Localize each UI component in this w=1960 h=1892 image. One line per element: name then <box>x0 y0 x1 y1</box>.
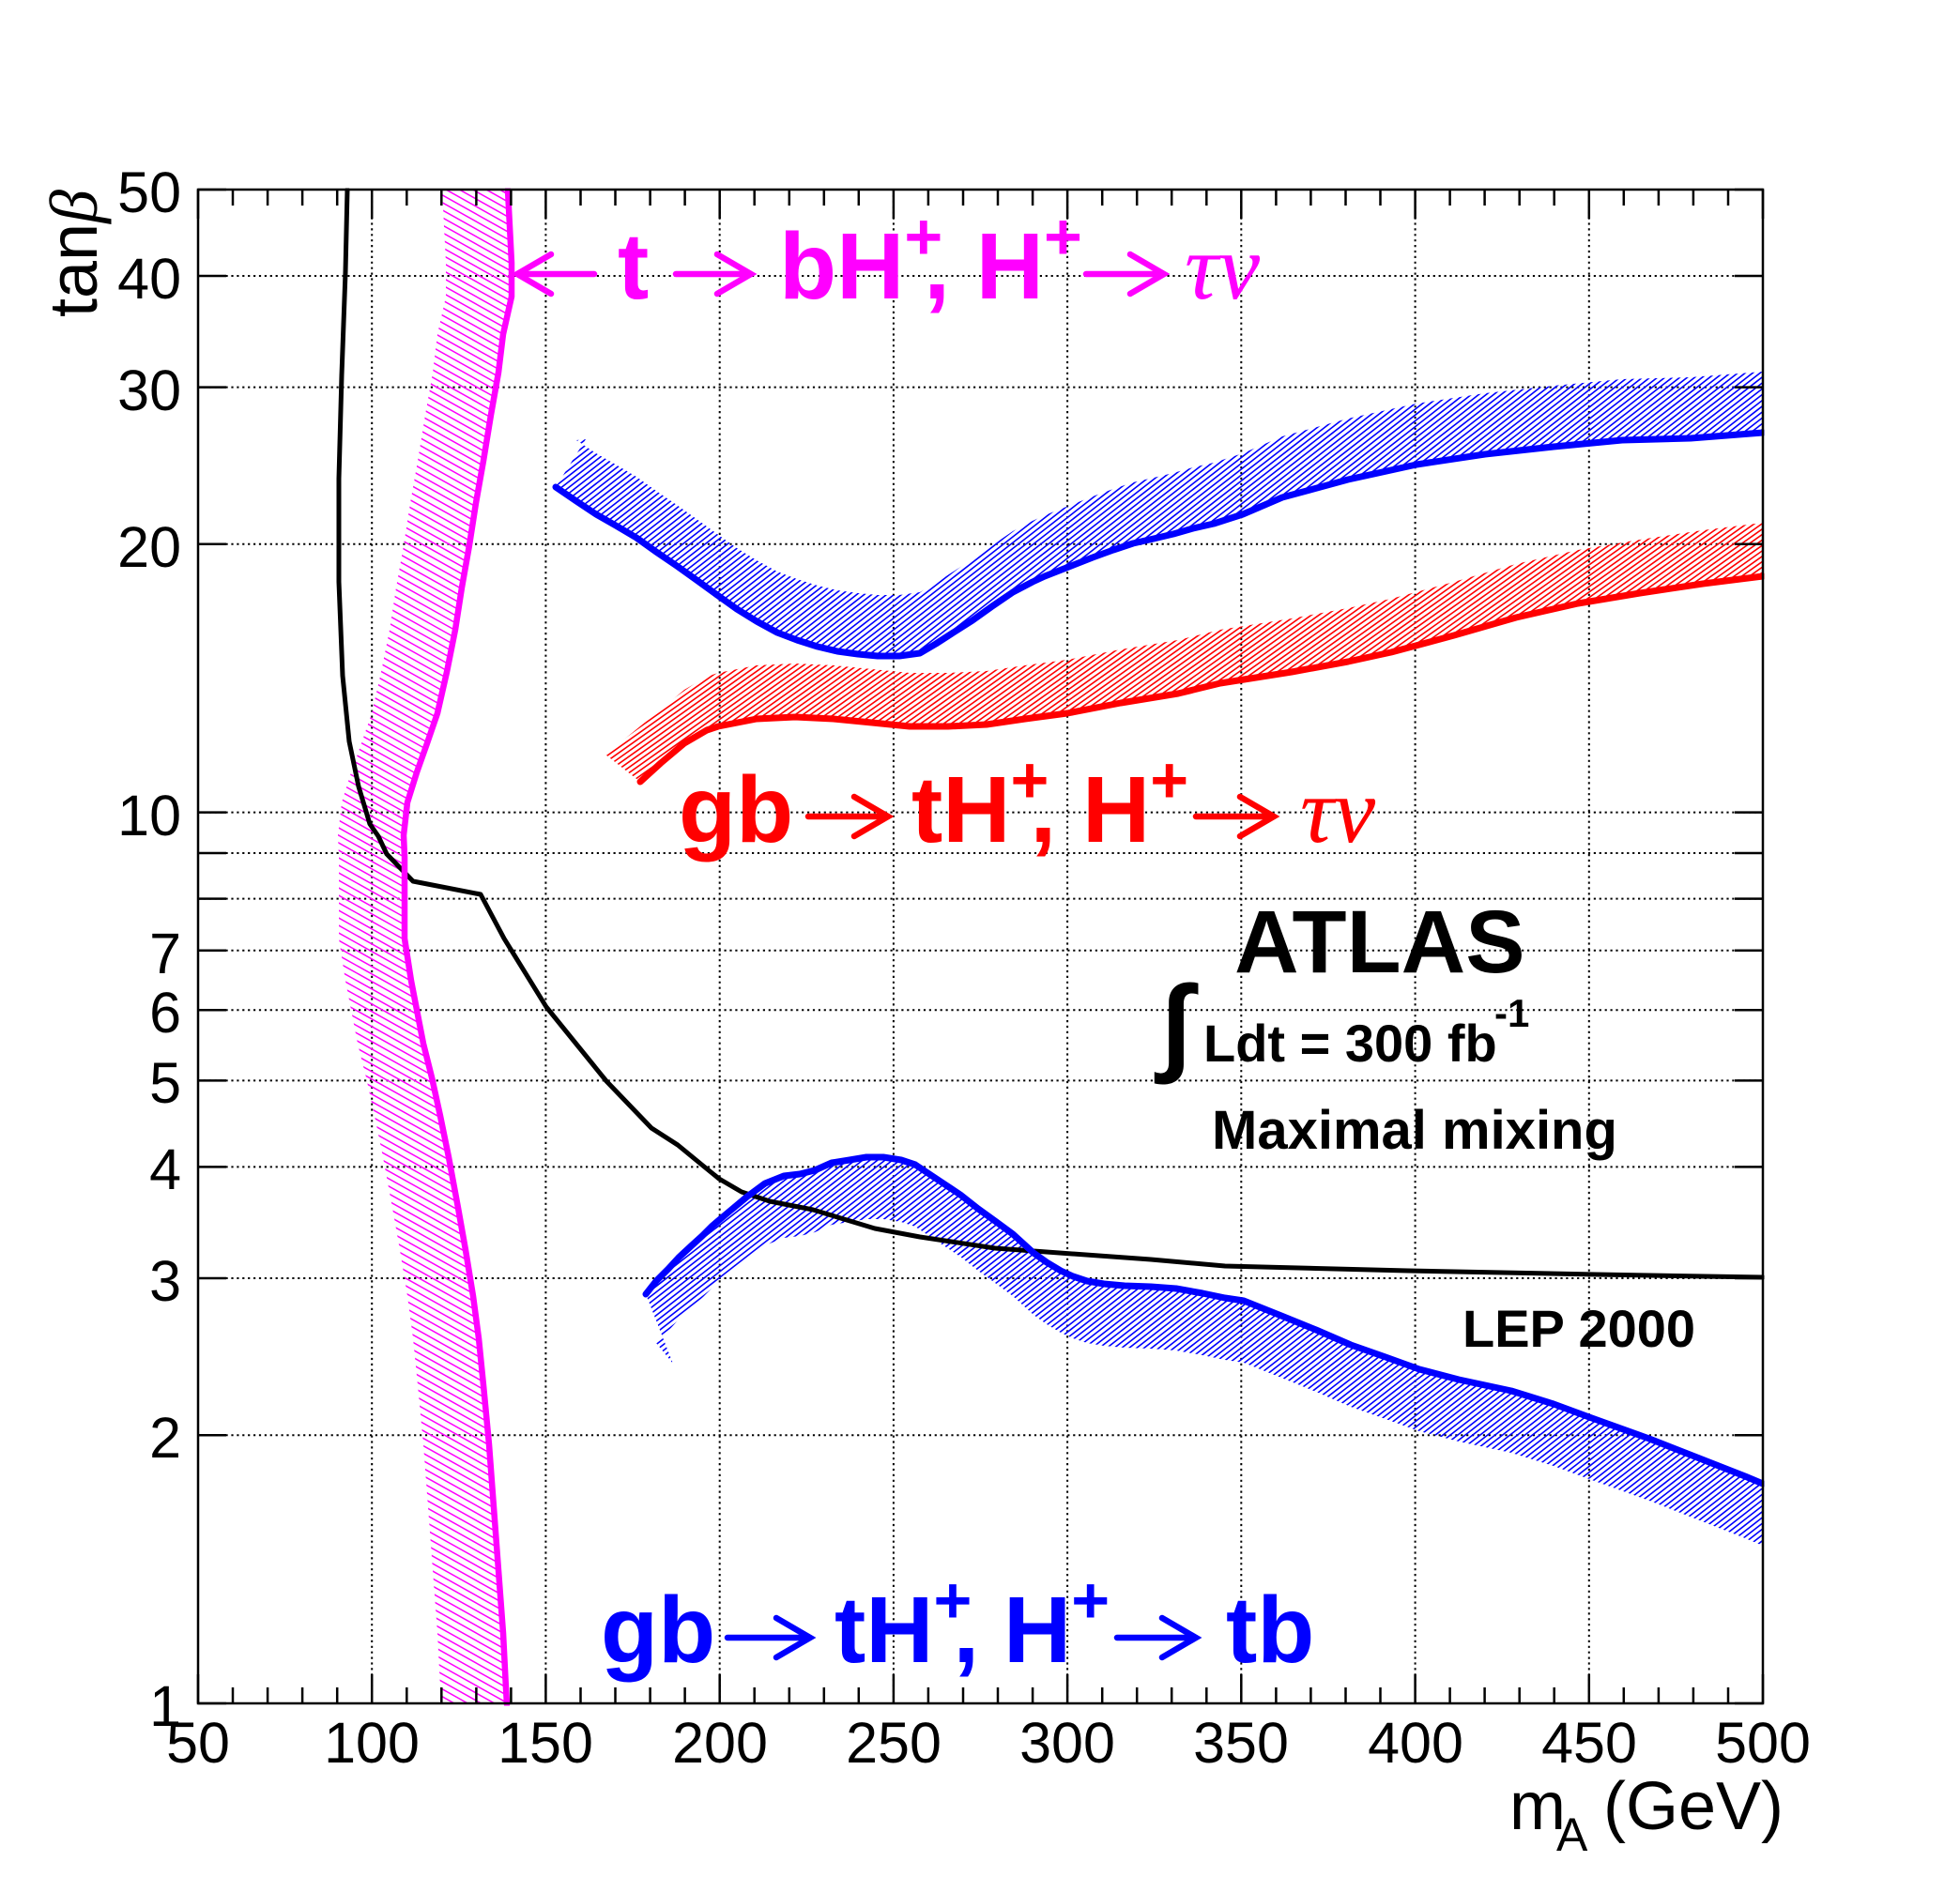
svg-text:tanβ: tanβ <box>37 190 112 317</box>
svg-text:gb: gb <box>679 757 793 862</box>
svg-text:150: 150 <box>498 1711 593 1775</box>
svg-text:(GeV): (GeV) <box>1603 1769 1784 1844</box>
svg-text:6: 6 <box>149 981 181 1045</box>
svg-text:tb: tb <box>1226 1578 1314 1683</box>
svg-text:500: 500 <box>1715 1711 1811 1775</box>
svg-text:40: 40 <box>117 247 181 311</box>
svg-text:50: 50 <box>166 1711 230 1775</box>
svg-text:450: 450 <box>1541 1711 1637 1775</box>
svg-text:100: 100 <box>324 1711 420 1775</box>
svg-text:250: 250 <box>846 1711 942 1775</box>
svg-text:ATLAS: ATLAS <box>1234 893 1525 992</box>
svg-text:30: 30 <box>117 359 181 422</box>
svg-text:tH+,: tH+, <box>835 1564 979 1683</box>
svg-text:400: 400 <box>1368 1711 1463 1775</box>
svg-text:1: 1 <box>149 1674 181 1738</box>
svg-text:10: 10 <box>117 784 181 847</box>
svg-text:4: 4 <box>149 1137 181 1201</box>
svg-text:Ldt = 300 fb: Ldt = 300 fb <box>1203 1014 1497 1073</box>
svg-text:τν: τν <box>1300 758 1376 862</box>
svg-text:3: 3 <box>149 1249 181 1313</box>
svg-text:A: A <box>1556 1808 1588 1861</box>
svg-text:gb: gb <box>601 1578 715 1683</box>
svg-text:τν: τν <box>1185 215 1261 319</box>
svg-text:bH+, H+: bH+, H+ <box>779 200 1082 319</box>
svg-text:LEP 2000: LEP 2000 <box>1462 1299 1695 1358</box>
svg-text:7: 7 <box>149 922 181 985</box>
svg-text:350: 350 <box>1193 1711 1289 1775</box>
svg-text:20: 20 <box>117 515 181 579</box>
svg-text:200: 200 <box>672 1711 768 1775</box>
svg-text:2: 2 <box>149 1406 181 1470</box>
svg-text:t: t <box>618 214 649 319</box>
svg-text:-1: -1 <box>1494 991 1529 1035</box>
svg-text:tH+,: tH+, <box>911 743 1056 862</box>
svg-text:300: 300 <box>1019 1711 1115 1775</box>
svg-text:5: 5 <box>149 1051 181 1115</box>
svg-text:50: 50 <box>117 160 181 224</box>
svg-text:m: m <box>1509 1769 1566 1844</box>
svg-text:Maximal mixing: Maximal mixing <box>1212 1100 1617 1161</box>
